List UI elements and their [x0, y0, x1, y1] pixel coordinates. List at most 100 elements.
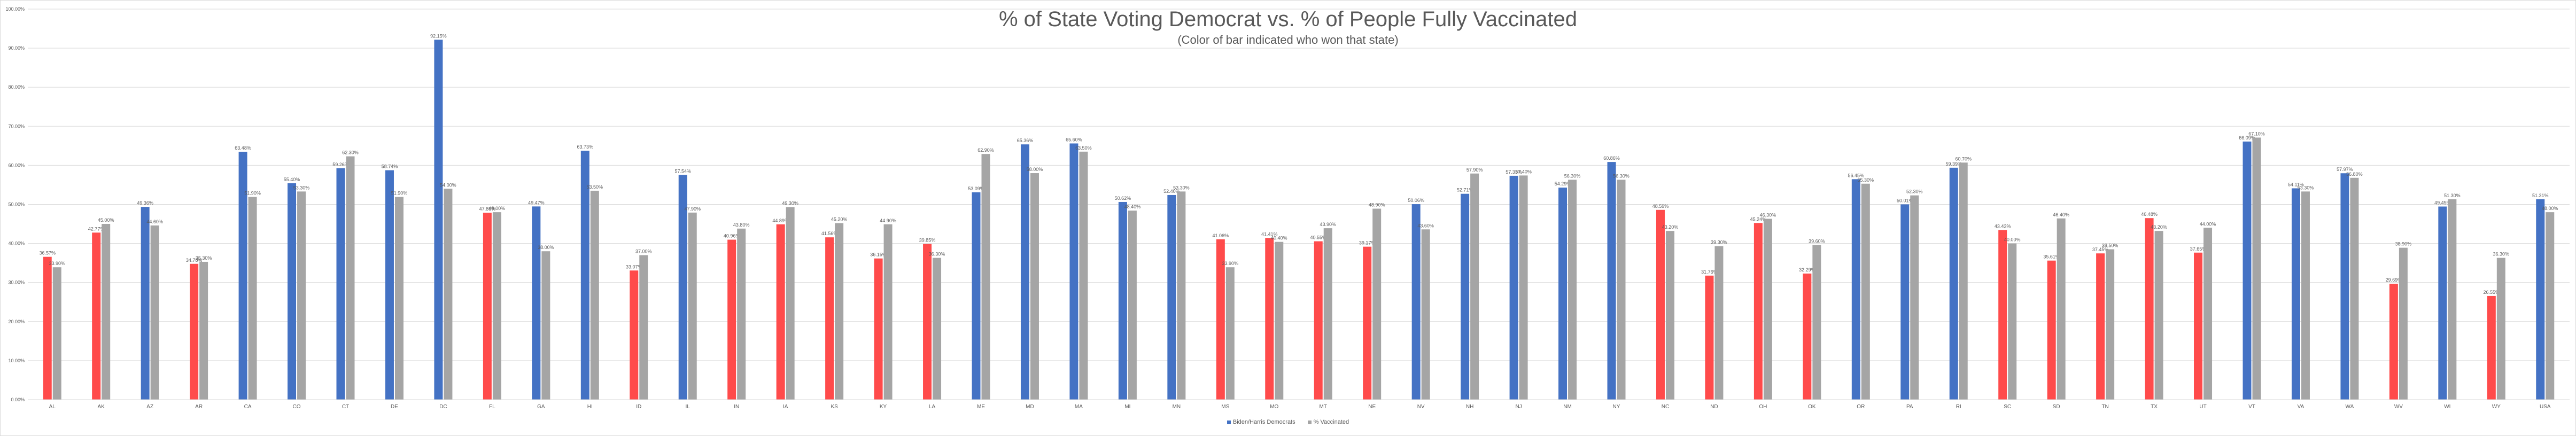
data-label-democrat: 40.96%: [724, 233, 740, 239]
bar-democrat-hi: [580, 151, 589, 400]
data-label-vaccinated: 53.30%: [2298, 185, 2314, 190]
x-category-label: OH: [1759, 404, 1767, 410]
data-label-democrat: 52.71%: [1457, 188, 1473, 193]
data-label-democrat: 37.65%: [2190, 246, 2207, 252]
y-tick-label: 70.00%: [8, 123, 25, 129]
data-label-vaccinated: 67.10%: [2248, 131, 2265, 136]
data-label-democrat: 29.69%: [2386, 277, 2402, 283]
data-label-democrat: 56.45%: [1848, 173, 1865, 178]
bar-democrat-wv: [2389, 283, 2398, 400]
chart-title: % of State Voting Democrat vs. % of Peop…: [998, 7, 1578, 31]
bar-vaccinated-nv: [1421, 229, 1430, 400]
x-category-label: DE: [391, 404, 398, 410]
y-tick-label: 40.00%: [8, 241, 25, 246]
bar-vaccinated-nc: [1665, 231, 1674, 400]
bar-vaccinated-pa: [1910, 195, 1919, 400]
data-label-vaccinated: 45.20%: [831, 217, 848, 222]
bar-vaccinated-id: [639, 255, 648, 400]
data-label-vaccinated: 47.90%: [684, 206, 701, 212]
data-label-democrat: 92.15%: [430, 33, 447, 38]
x-category-label: ND: [1710, 404, 1718, 410]
bar-democrat-mt: [1314, 241, 1323, 400]
data-label-vaccinated: 51.90%: [244, 191, 261, 196]
data-label-vaccinated: 33.90%: [49, 261, 65, 266]
x-category-label: MD: [1026, 404, 1034, 410]
bar-vaccinated-vt: [2252, 137, 2261, 400]
x-category-label: HI: [587, 404, 593, 410]
data-label-democrat: 41.56%: [821, 231, 838, 236]
data-label-vaccinated: 51.90%: [391, 191, 408, 196]
x-category-label: AR: [195, 404, 203, 410]
bar-democrat-al: [43, 256, 52, 400]
data-label-democrat: 58.74%: [382, 164, 398, 169]
legend-swatch-democrat: [1227, 420, 1231, 424]
x-category-label: MI: [1124, 404, 1130, 410]
bar-democrat-co: [288, 183, 297, 400]
x-category-label: ME: [977, 404, 985, 410]
data-label-vaccinated: 40.00%: [2004, 237, 2021, 243]
data-label-vaccinated: 55.30%: [1858, 177, 1874, 183]
x-category-label: NV: [1417, 404, 1425, 410]
y-tick-label: 80.00%: [8, 84, 25, 90]
bar-democrat-fl: [483, 213, 492, 400]
bar-democrat-il: [678, 175, 687, 400]
data-label-democrat: 26.55%: [2484, 290, 2500, 295]
bar-vaccinated-ma: [1079, 151, 1088, 400]
x-category-label: MT: [1320, 404, 1327, 410]
bar-democrat-ms: [1216, 239, 1225, 400]
bar-vaccinated-ca: [248, 197, 257, 400]
bar-vaccinated-al: [52, 267, 61, 400]
legend-item-democrat: Biden/Harris Democrats: [1227, 419, 1295, 425]
bar-democrat-nc: [1656, 209, 1665, 400]
data-label-vaccinated: 54.00%: [440, 182, 456, 188]
bar-vaccinated-co: [297, 191, 306, 400]
data-label-democrat: 54.29%: [1555, 181, 1571, 186]
data-label-vaccinated: 48.40%: [1124, 204, 1141, 209]
data-label-vaccinated: 43.20%: [2151, 224, 2167, 230]
bar-vaccinated-wv: [2399, 247, 2408, 400]
x-category-label: SC: [2004, 404, 2011, 410]
x-category-label: MN: [1173, 404, 1181, 410]
bar-democrat-la: [923, 244, 932, 400]
data-label-democrat: 65.36%: [1017, 138, 1034, 143]
bar-democrat-ky: [874, 258, 883, 400]
data-label-democrat: 54.11%: [2288, 182, 2304, 187]
data-label-democrat: 52.40%: [1163, 189, 1180, 194]
data-label-vaccinated: 39.60%: [1809, 239, 1825, 244]
bar-vaccinated-ky: [883, 224, 893, 400]
x-category-label: OR: [1857, 404, 1865, 410]
x-category-label: VT: [2248, 404, 2255, 410]
bar-vaccinated-la: [933, 258, 942, 400]
bar-democrat-sd: [2047, 260, 2056, 400]
data-label-vaccinated: 56.30%: [1613, 173, 1630, 178]
bar-vaccinated-tx: [2154, 231, 2163, 400]
x-category-label: CO: [293, 404, 301, 410]
x-category-label: WA: [2346, 404, 2354, 410]
bar-vaccinated-il: [688, 212, 697, 400]
x-category-label: AZ: [146, 404, 153, 410]
data-label-vaccinated: 62.90%: [977, 147, 994, 153]
data-label-democrat: 50.62%: [1115, 196, 1131, 201]
data-label-democrat: 36.57%: [39, 251, 56, 256]
bar-vaccinated-ct: [346, 156, 355, 400]
data-label-democrat: 40.55%: [1310, 235, 1326, 240]
bar-vaccinated-mo: [1275, 242, 1284, 400]
bar-democrat-mi: [1118, 201, 1127, 400]
data-label-democrat: 34.78%: [186, 258, 203, 263]
data-label-vaccinated: 58.00%: [1027, 167, 1043, 172]
bar-democrat-ak: [92, 232, 101, 400]
x-category-label: MA: [1075, 404, 1083, 410]
data-label-democrat: 36.15%: [870, 252, 887, 258]
data-label-vaccinated: 48.00%: [2542, 206, 2558, 211]
bar-vaccinated-oh: [1763, 219, 1772, 400]
bar-democrat-pa: [1900, 204, 1910, 400]
legend-label-democrat: Biden/Harris Democrats: [1232, 419, 1295, 425]
x-category-label: WV: [2394, 404, 2403, 410]
data-label-democrat: 57.97%: [2337, 167, 2353, 172]
bar-vaccinated-mn: [1177, 191, 1186, 400]
x-category-label: AL: [49, 404, 56, 410]
x-category-label: KY: [880, 404, 887, 410]
data-label-vaccinated: 53.50%: [587, 184, 603, 190]
x-category-label: PA: [1906, 404, 1913, 410]
y-tick-label: 50.00%: [8, 202, 25, 207]
